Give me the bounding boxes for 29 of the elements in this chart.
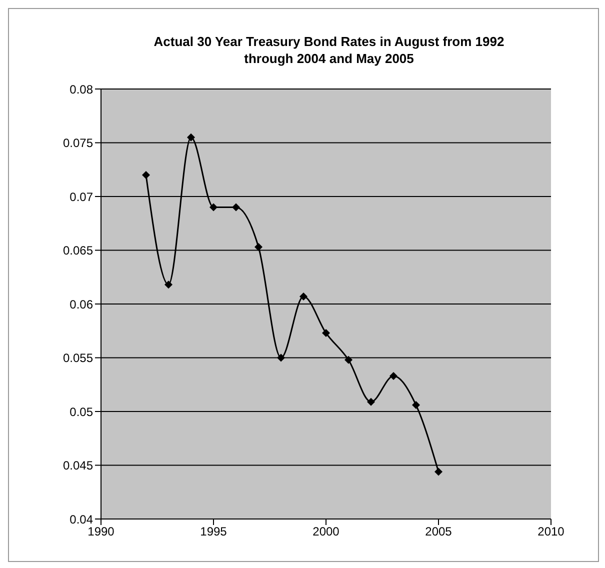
point [210, 203, 218, 212]
y-tick-label: 0.065 [62, 244, 94, 258]
y-tick-label: 0.075 [62, 136, 94, 150]
y-tick-label: 0.05 [70, 404, 94, 419]
y-tick-label: 0.045 [62, 458, 94, 473]
point [254, 243, 262, 252]
y-tick-label: 0.07 [70, 190, 94, 204]
point [164, 280, 172, 289]
point [390, 372, 398, 380]
point [142, 171, 150, 179]
point [187, 133, 195, 142]
point [434, 468, 442, 476]
y-tick-label: 0.04 [70, 512, 94, 526]
x-tick-label: 1990 [88, 524, 115, 539]
x-tick-label: 2010 [538, 524, 565, 539]
point [344, 356, 352, 364]
y-tick-label: 0.055 [62, 351, 94, 366]
point [232, 203, 240, 212]
point [300, 292, 308, 300]
chart-title: Actual 30 Year Treasury Bond Rates in August from 1992 through 2004 and May 2005 [152, 33, 506, 67]
x-tick-label: 2005 [425, 524, 452, 539]
point [412, 401, 420, 410]
point [367, 398, 375, 406]
x-tick-label: 2000 [312, 524, 340, 539]
point [322, 329, 330, 338]
x-tick-label: 1995 [200, 524, 228, 539]
y-tick-label: 0.06 [70, 297, 94, 312]
point [277, 354, 285, 362]
y-tick-label: 0.08 [70, 82, 94, 96]
